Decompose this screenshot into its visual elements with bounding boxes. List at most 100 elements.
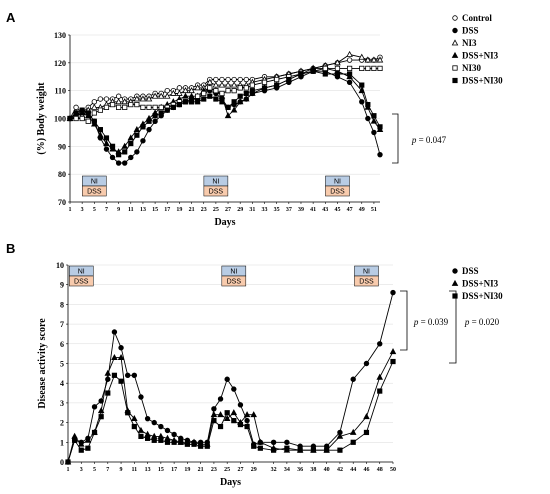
data-point	[286, 76, 292, 83]
data-point	[231, 386, 237, 392]
data-point	[97, 107, 103, 113]
data-point	[249, 88, 255, 94]
data-point	[231, 99, 237, 105]
data-point	[103, 146, 110, 152]
x-tick-label: 45	[334, 207, 340, 213]
data-point	[91, 99, 98, 105]
x-axis-title: Days	[214, 217, 235, 228]
data-point	[131, 423, 137, 430]
x-tick-label: 5	[93, 207, 96, 213]
p-value: = 0.039	[418, 317, 448, 327]
data-point	[131, 372, 138, 379]
x-tick-label: 51	[371, 207, 377, 213]
y-tick-label: 6	[60, 340, 64, 349]
data-point	[111, 353, 118, 360]
data-point	[390, 289, 396, 296]
data-point	[67, 115, 73, 122]
data-point	[152, 104, 158, 110]
treatment-box: NI DSS	[354, 265, 379, 287]
data-point	[390, 358, 396, 365]
x-tick-label: 21	[198, 467, 204, 473]
data-point	[243, 76, 249, 83]
x-tick-label: 29	[237, 207, 243, 213]
data-point	[337, 447, 343, 453]
data-point	[105, 390, 111, 396]
data-point	[334, 65, 341, 71]
data-point	[98, 414, 104, 420]
data-point	[138, 433, 144, 439]
data-point	[297, 447, 303, 453]
data-point	[213, 96, 219, 102]
data-point	[91, 429, 98, 436]
data-point	[115, 93, 122, 99]
data-point	[116, 152, 122, 158]
data-point	[257, 445, 263, 451]
x-tick-label: 35	[274, 207, 280, 213]
x-tick-label: 46	[363, 467, 369, 473]
x-tick-label: 3	[80, 467, 83, 473]
dss-box-label: DSS	[87, 189, 102, 196]
legend-marker	[451, 279, 459, 286]
data-point	[370, 117, 378, 124]
data-point	[371, 113, 377, 119]
data-point	[284, 445, 290, 451]
data-point	[152, 113, 158, 119]
data-point	[223, 415, 231, 422]
x-tick-label: 19	[184, 467, 190, 473]
x-tick-label: 39	[298, 207, 304, 213]
p-value-label: p = 0.039	[413, 317, 449, 327]
data-point	[188, 99, 195, 105]
data-point	[376, 56, 384, 63]
treatment-box: NI DSS	[325, 175, 350, 197]
data-point	[377, 341, 383, 347]
data-point	[322, 71, 328, 77]
x-tick-label: 1	[69, 207, 72, 213]
data-point	[365, 115, 371, 122]
ni-box-label: NI	[230, 269, 237, 276]
data-point	[225, 76, 231, 83]
data-point	[164, 439, 171, 445]
legend-marker	[452, 15, 458, 21]
data-point	[243, 95, 250, 102]
data-point	[128, 140, 134, 147]
data-point	[171, 439, 177, 445]
ni-box-label: NI	[91, 179, 98, 186]
data-point	[79, 115, 85, 122]
data-point	[151, 92, 159, 99]
data-point	[104, 369, 112, 376]
x-tick-label: 37	[286, 207, 292, 213]
p-value-label: p = 0.020	[464, 317, 500, 327]
x-tick-label: 17	[164, 207, 170, 213]
series-dss-ni3	[66, 64, 384, 155]
legend-label: NI30	[462, 63, 482, 73]
series-line	[67, 292, 394, 463]
legend-marker	[452, 293, 458, 299]
y-tick-label: 90	[58, 142, 66, 151]
data-point	[97, 127, 103, 133]
data-point	[152, 118, 158, 124]
x-tick-label: 17	[171, 467, 177, 473]
p-value-label: p = 0.047	[411, 135, 447, 145]
bracket-line	[392, 113, 399, 164]
data-point	[359, 99, 365, 105]
data-point	[244, 423, 250, 430]
data-point	[219, 99, 225, 105]
data-point	[224, 112, 232, 119]
data-point	[363, 429, 370, 436]
data-point	[230, 106, 238, 113]
data-point	[213, 76, 219, 83]
data-point	[134, 101, 140, 108]
x-tick-label: 19	[176, 207, 182, 213]
data-point	[122, 149, 128, 155]
series-line	[69, 70, 381, 156]
series-line	[67, 361, 394, 463]
treatment-box: NI DSS	[82, 175, 107, 197]
data-point	[244, 417, 250, 424]
data-point	[213, 88, 219, 94]
data-point	[230, 409, 238, 416]
data-point	[118, 345, 124, 351]
data-point	[91, 103, 98, 110]
ni-box-label: NI	[78, 269, 85, 276]
data-point	[65, 459, 71, 465]
